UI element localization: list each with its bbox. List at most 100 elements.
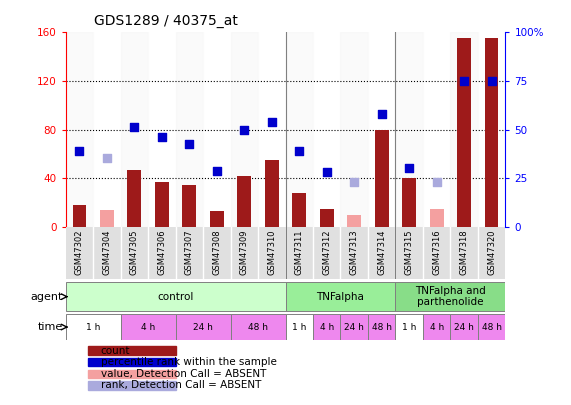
Point bbox=[212, 168, 222, 174]
Point bbox=[487, 78, 496, 84]
Text: 4 h: 4 h bbox=[429, 322, 444, 332]
Text: GSM47304: GSM47304 bbox=[102, 229, 111, 275]
Bar bbox=[66, 227, 93, 279]
Bar bbox=[313, 227, 340, 279]
Bar bbox=[231, 314, 286, 340]
Text: GSM47310: GSM47310 bbox=[267, 229, 276, 275]
Bar bbox=[127, 170, 141, 227]
Bar bbox=[340, 227, 368, 279]
Bar bbox=[457, 38, 471, 227]
Bar bbox=[265, 160, 279, 227]
Bar bbox=[88, 369, 176, 378]
Bar bbox=[423, 314, 451, 340]
Bar bbox=[100, 210, 114, 227]
Text: GSM47308: GSM47308 bbox=[212, 229, 222, 275]
Bar bbox=[395, 282, 505, 311]
Point bbox=[75, 148, 84, 155]
Text: 24 h: 24 h bbox=[193, 322, 213, 332]
Bar bbox=[148, 32, 176, 227]
Bar bbox=[395, 32, 423, 227]
Bar bbox=[286, 314, 313, 340]
Bar bbox=[375, 130, 388, 227]
Text: GSM47313: GSM47313 bbox=[349, 229, 359, 275]
Point bbox=[405, 165, 414, 172]
Text: 48 h: 48 h bbox=[248, 322, 268, 332]
Text: 48 h: 48 h bbox=[481, 322, 501, 332]
Text: count: count bbox=[101, 345, 130, 356]
Bar bbox=[423, 227, 451, 279]
Bar bbox=[93, 32, 120, 227]
Point bbox=[130, 124, 139, 130]
Bar bbox=[478, 227, 505, 279]
Text: time: time bbox=[38, 322, 63, 332]
Bar bbox=[258, 32, 286, 227]
Bar bbox=[451, 227, 478, 279]
Text: percentile rank within the sample: percentile rank within the sample bbox=[101, 357, 277, 367]
Bar bbox=[286, 282, 395, 311]
Bar bbox=[340, 314, 368, 340]
Text: TNFalpha: TNFalpha bbox=[316, 292, 364, 302]
Bar bbox=[155, 182, 168, 227]
Bar bbox=[73, 205, 86, 227]
Bar bbox=[66, 314, 120, 340]
Text: GDS1289 / 40375_at: GDS1289 / 40375_at bbox=[94, 14, 238, 28]
Bar bbox=[430, 209, 444, 227]
Bar bbox=[485, 38, 498, 227]
Text: TNFalpha and
parthenolide: TNFalpha and parthenolide bbox=[415, 286, 486, 307]
Bar bbox=[347, 215, 361, 227]
Point bbox=[377, 111, 386, 117]
Bar bbox=[340, 32, 368, 227]
Text: value, Detection Call = ABSENT: value, Detection Call = ABSENT bbox=[101, 369, 266, 379]
Point bbox=[349, 179, 359, 185]
Bar bbox=[183, 185, 196, 227]
Bar bbox=[313, 32, 340, 227]
Point bbox=[102, 154, 111, 161]
Point bbox=[295, 148, 304, 155]
Text: GSM47315: GSM47315 bbox=[405, 229, 413, 275]
Text: 1 h: 1 h bbox=[402, 322, 416, 332]
Point bbox=[185, 141, 194, 147]
Bar bbox=[148, 227, 176, 279]
Text: GSM47312: GSM47312 bbox=[322, 229, 331, 275]
Bar bbox=[423, 32, 451, 227]
Bar bbox=[93, 227, 120, 279]
Bar bbox=[292, 193, 306, 227]
Point bbox=[322, 169, 331, 175]
Point bbox=[240, 126, 249, 133]
Text: rank, Detection Call = ABSENT: rank, Detection Call = ABSENT bbox=[101, 380, 261, 390]
Text: 1 h: 1 h bbox=[292, 322, 307, 332]
Bar bbox=[66, 32, 93, 227]
Bar bbox=[286, 32, 313, 227]
Bar bbox=[176, 314, 231, 340]
Point bbox=[157, 134, 166, 140]
Bar bbox=[451, 314, 478, 340]
Bar bbox=[66, 282, 286, 311]
Bar bbox=[478, 32, 505, 227]
Bar bbox=[313, 314, 340, 340]
Bar bbox=[320, 209, 333, 227]
Bar bbox=[120, 314, 176, 340]
Bar bbox=[203, 227, 231, 279]
Bar bbox=[403, 178, 416, 227]
Bar bbox=[88, 358, 176, 367]
Bar bbox=[368, 32, 395, 227]
Bar bbox=[176, 32, 203, 227]
Bar bbox=[88, 381, 176, 390]
Point bbox=[460, 78, 469, 84]
Text: GSM47309: GSM47309 bbox=[240, 229, 249, 275]
Text: GSM47302: GSM47302 bbox=[75, 229, 84, 275]
Text: GSM47318: GSM47318 bbox=[460, 229, 469, 275]
Bar bbox=[395, 227, 423, 279]
Bar bbox=[88, 346, 176, 355]
Bar bbox=[176, 227, 203, 279]
Bar bbox=[238, 176, 251, 227]
Text: 4 h: 4 h bbox=[320, 322, 334, 332]
Bar bbox=[120, 227, 148, 279]
Text: GSM47311: GSM47311 bbox=[295, 229, 304, 275]
Text: 4 h: 4 h bbox=[141, 322, 155, 332]
Point bbox=[267, 119, 276, 126]
Text: GSM47316: GSM47316 bbox=[432, 229, 441, 275]
Point bbox=[432, 179, 441, 185]
Bar bbox=[120, 32, 148, 227]
Text: GSM47320: GSM47320 bbox=[487, 229, 496, 275]
